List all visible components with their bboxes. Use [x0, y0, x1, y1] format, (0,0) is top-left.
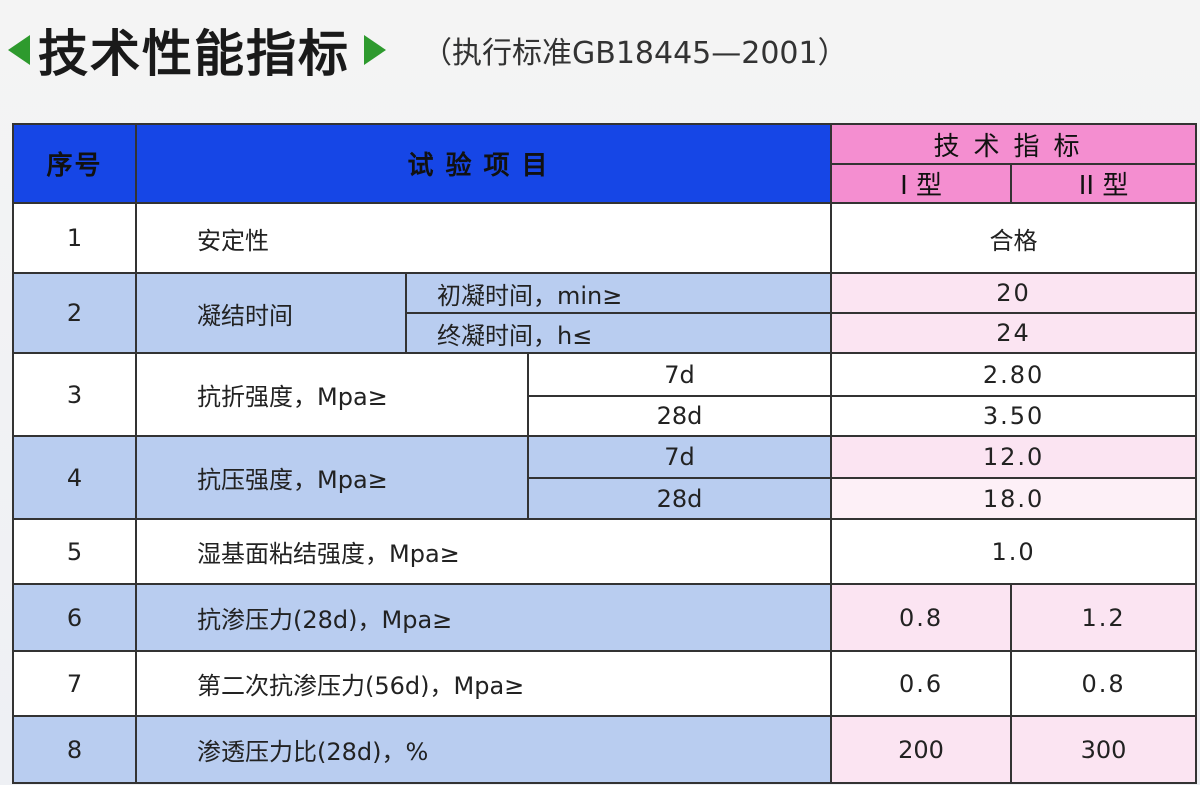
type1-value-cell: 0.8 [830, 583, 1013, 652]
value-cell: 1.0 [830, 518, 1198, 585]
page-header: 技术性能指标 （执行标准GB18445—2001） [8, 14, 848, 86]
right-triangle-icon [364, 35, 386, 65]
type1-value-cell: 200 [830, 715, 1013, 784]
sub-item-cell: 终凝时间，h≤ [404, 312, 833, 354]
seq-cell: 2 [12, 272, 137, 354]
header-seq: 序号 [12, 123, 137, 204]
table-row: 2 凝结时间 初凝时间，min≥ 20 [12, 272, 1198, 354]
item-cell: 安定性 [134, 202, 833, 274]
table-row: 7 第二次抗渗压力(56d)，Mpa≥ 0.6 0.8 [12, 650, 1198, 717]
table-row: 6 抗渗压力(28d)，Mpa≥ 0.8 1.2 [12, 583, 1198, 652]
seq-cell: 3 [12, 352, 137, 437]
sub-item-cell: 28d [526, 395, 833, 437]
seq-cell: 6 [12, 583, 137, 652]
header-spec: 技术指标 [830, 123, 1198, 165]
header-item: 试验项目 [134, 123, 833, 204]
table-row: 4 抗压强度，Mpa≥ 7d 12.0 [12, 435, 1198, 520]
table-row: 8 渗透压力比(28d)，% 200 300 [12, 715, 1198, 784]
type2-value-cell: 300 [1010, 715, 1198, 784]
seq-cell: 4 [12, 435, 137, 520]
value-cell: 24 [830, 312, 1198, 354]
seq-cell: 1 [12, 202, 137, 274]
item-cell: 抗压强度，Mpa≥ [135, 435, 529, 520]
value-cell: 2.80 [830, 352, 1198, 397]
value-cell: 合格 [830, 202, 1198, 274]
header-type2: II 型 [1010, 163, 1198, 204]
table-row: 1 安定性 合格 [12, 202, 1198, 274]
standard-label: （执行标准GB18445—2001） [422, 36, 848, 71]
left-triangle-icon [8, 35, 30, 65]
item-cell: 渗透压力比(28d)，% [134, 715, 833, 784]
item-cell: 凝结时间 [135, 272, 407, 354]
item-cell: 湿基面粘结强度，Mpa≥ [134, 518, 833, 585]
table-row: 5 湿基面粘结强度，Mpa≥ 1.0 [12, 518, 1198, 585]
value-cell: 20 [830, 272, 1198, 314]
type2-value-cell: 1.2 [1010, 583, 1198, 652]
sub-item-cell: 7d [526, 435, 833, 479]
type2-value-cell: 0.8 [1010, 650, 1198, 717]
item-cell: 抗渗压力(28d)，Mpa≥ [134, 583, 833, 652]
header-type1: I 型 [830, 163, 1013, 204]
value-cell: 18.0 [830, 477, 1198, 520]
type1-value-cell: 0.6 [830, 650, 1013, 717]
page-title: 技术性能指标 [38, 25, 350, 83]
item-cell: 抗折强度，Mpa≥ [135, 352, 529, 437]
seq-cell: 5 [12, 518, 137, 585]
value-cell: 3.50 [830, 395, 1198, 437]
sub-item-cell: 初凝时间，min≥ [404, 272, 833, 314]
item-cell: 第二次抗渗压力(56d)，Mpa≥ [134, 650, 833, 717]
seq-cell: 8 [12, 715, 137, 784]
sub-item-cell: 28d [526, 477, 833, 520]
value-cell: 12.0 [830, 435, 1198, 479]
sub-item-cell: 7d [526, 352, 833, 397]
table-row: 3 抗折强度，Mpa≥ 7d 2.80 [12, 352, 1198, 437]
seq-cell: 7 [12, 650, 137, 717]
spec-table: 序号 试验项目 技术指标 I 型 II 型 1 安定性 合格 2 凝结时间 初凝… [12, 123, 1198, 784]
